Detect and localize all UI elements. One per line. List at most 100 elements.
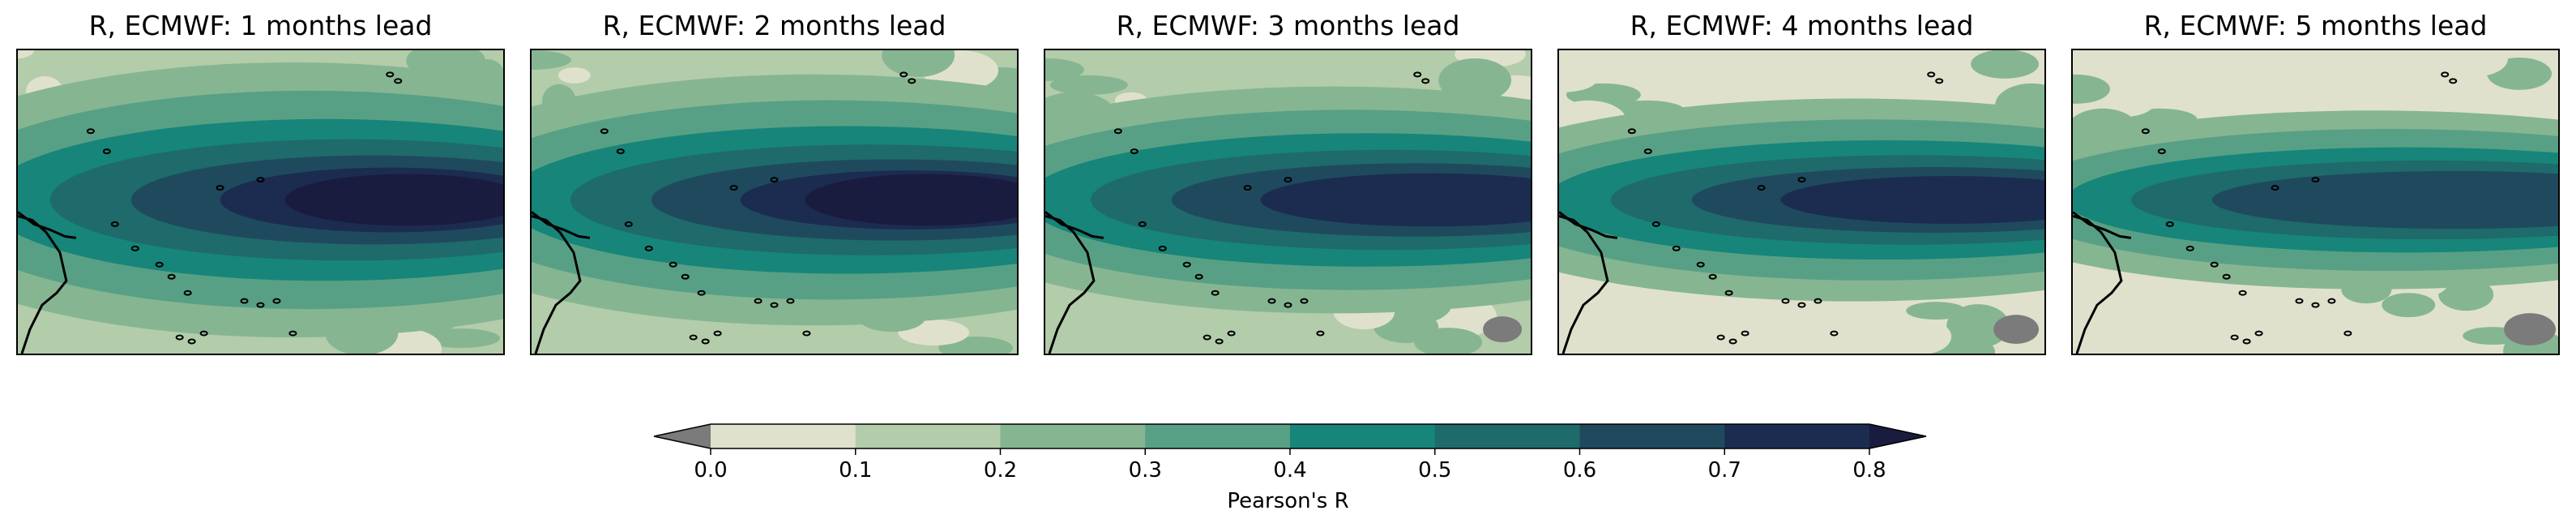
colorbar-segment-0.5 [1434, 424, 1580, 448]
noise-patch [1438, 58, 1512, 102]
island-outline [1781, 298, 1790, 304]
island-outline [1113, 128, 1122, 135]
colorbar-segment-0.2 [1000, 424, 1146, 448]
island-outline [110, 221, 119, 227]
new-guinea-coastline [18, 211, 77, 239]
island-outline [155, 261, 164, 268]
colorbar-tick-label: 0.8 [1852, 458, 1886, 483]
colorbar-segment-0.3 [1145, 424, 1291, 448]
colorbar-tick-label: 0.2 [983, 458, 1018, 483]
island-outline [2222, 273, 2231, 280]
colorbar-segment-0 [711, 424, 857, 448]
island-outline [600, 128, 609, 135]
island-outline [1813, 298, 1822, 304]
island-outline [697, 290, 706, 296]
island-outline [802, 330, 811, 337]
island-outline [1421, 78, 1430, 84]
new-guinea-coastline [532, 211, 591, 239]
noise-patch [1045, 58, 1084, 81]
island-outline [216, 185, 224, 191]
colorbar-tick-label: 0.3 [1128, 458, 1162, 483]
new-guinea-coastline [1559, 211, 1618, 239]
noise-patch [1971, 50, 2039, 79]
colorbar-tick-label: 0.5 [1418, 458, 1452, 483]
island-outline [86, 128, 95, 135]
panel-title-3: R, ECMWF: 3 months lead [1116, 10, 1460, 41]
island-outline [2242, 338, 2251, 345]
island-outline [240, 298, 249, 304]
island-outline [1627, 128, 1636, 135]
band-0.7 [1260, 173, 1531, 227]
island-outline [1316, 330, 1325, 337]
island-outline [130, 245, 139, 251]
island-outline [394, 78, 403, 84]
island-outline [1215, 338, 1224, 345]
noise-patch [2073, 74, 2110, 104]
island-outline [754, 298, 763, 304]
correlation-map-4 [1557, 49, 2046, 355]
colorbar-segment-0.6 [1579, 424, 1725, 448]
noise-patch [532, 50, 571, 70]
island-outline [272, 298, 281, 304]
island-outline [2165, 221, 2174, 227]
island-outline [1716, 334, 1725, 341]
colorbar-under-arrow [654, 424, 711, 448]
island-outline [1211, 290, 1220, 296]
island-outline [1413, 71, 1422, 78]
colorbar-label: Pearson's R [1227, 489, 1349, 513]
island-outline [2343, 330, 2352, 337]
panel-title-2: R, ECMWF: 2 months lead [602, 10, 946, 41]
island-outline [2271, 185, 2279, 191]
island-outline [1194, 273, 1203, 280]
island-outline [199, 330, 208, 337]
negative-correlation-patch [1993, 315, 2040, 345]
island-outline [2327, 298, 2336, 304]
island-outline [102, 148, 111, 155]
island-outline [2141, 128, 2150, 135]
island-outline [256, 177, 265, 183]
island-outline [2210, 261, 2219, 268]
island-outline [1797, 302, 1806, 308]
island-outline [2449, 78, 2458, 84]
colorbar-segment-0.7 [1724, 424, 1870, 448]
colorbar-tick-label: 0.7 [1707, 458, 1741, 483]
island-outline [1728, 338, 1737, 345]
island-outline [770, 177, 779, 183]
correlation-map-5 [2071, 49, 2560, 355]
island-outline [1672, 245, 1681, 251]
island-outline [2254, 330, 2263, 337]
island-outline [2441, 71, 2450, 78]
island-outline [1708, 273, 1717, 280]
island-outline [729, 185, 738, 191]
noise-patch [2382, 293, 2436, 318]
colorbar-tick-label: 0.0 [694, 458, 728, 483]
new-guinea-coastline [1045, 211, 1104, 239]
negative-correlation-patch [2504, 313, 2557, 346]
noise-patch [882, 50, 955, 77]
island-outline [681, 273, 690, 280]
new-guinea-coastline [2073, 211, 2132, 239]
island-outline [175, 334, 184, 341]
correlation-map-1 [16, 49, 505, 355]
band-0.8 [284, 174, 503, 226]
island-outline [1643, 148, 1652, 155]
island-outline [2230, 334, 2239, 341]
island-outline [1724, 290, 1733, 296]
island-outline [701, 338, 710, 345]
island-outline [1158, 245, 1167, 251]
island-outline [187, 338, 196, 345]
island-outline [908, 78, 916, 84]
island-outline [1830, 330, 1839, 337]
island-outline [1267, 298, 1276, 304]
band-0.8 [805, 174, 1017, 226]
band-0.6 [2211, 170, 2558, 230]
negative-correlation-patch [1483, 316, 1523, 343]
noise-patch [2446, 50, 2509, 76]
correlation-map-3 [1044, 49, 1532, 355]
noise-patch [1559, 66, 1597, 92]
noise-patch [2422, 310, 2480, 332]
noise-patch [2073, 50, 2125, 84]
colorbar-over-arrow [1869, 424, 1926, 448]
island-outline [386, 71, 395, 78]
